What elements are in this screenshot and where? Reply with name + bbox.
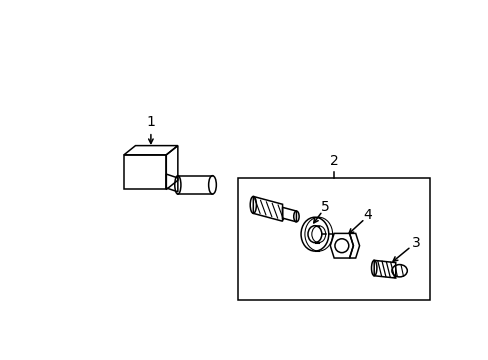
Text: 4: 4: [363, 208, 372, 222]
Bar: [238, 178, 429, 300]
Text: 2: 2: [329, 154, 338, 168]
Text: 3: 3: [411, 236, 420, 249]
Text: 5: 5: [321, 200, 329, 214]
Text: 1: 1: [146, 115, 155, 129]
